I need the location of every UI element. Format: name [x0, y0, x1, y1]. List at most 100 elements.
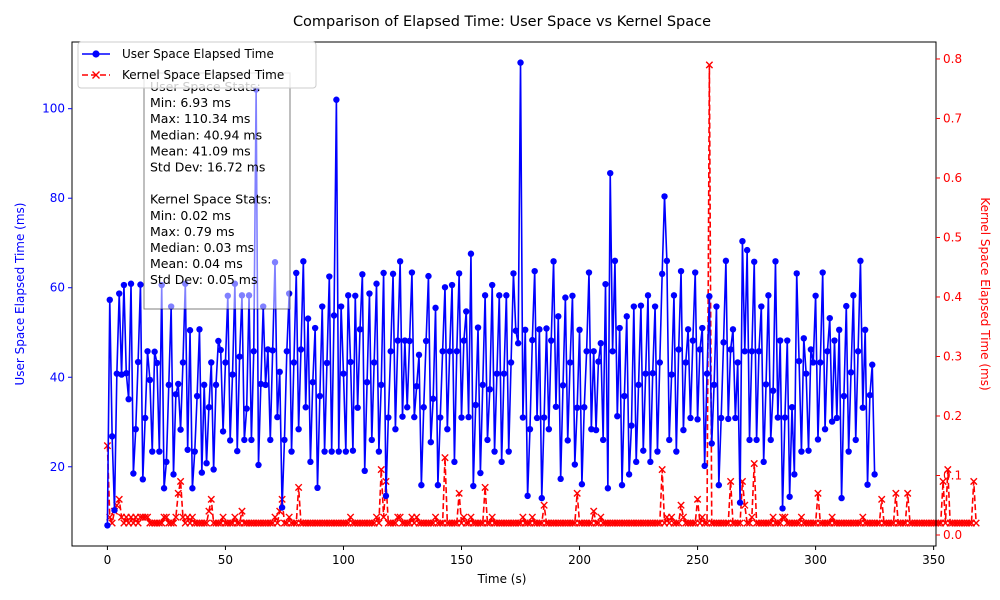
legend-user-label: User Space Elapsed Time [122, 47, 274, 61]
user-point [460, 337, 468, 344]
user-point [205, 404, 213, 411]
x-tick-label: 250 [686, 553, 709, 567]
user-point [267, 436, 274, 444]
user-point [404, 404, 411, 411]
user-point [429, 395, 437, 402]
user-point [108, 433, 116, 440]
user-point [656, 359, 664, 366]
user-point [854, 348, 862, 355]
user-point [373, 280, 380, 287]
user-point [687, 414, 694, 422]
kernel-point [769, 513, 777, 521]
user-point [734, 359, 741, 366]
kernel-point [226, 519, 234, 527]
user-point [401, 337, 409, 344]
user-point [274, 413, 281, 421]
user-point [793, 270, 800, 277]
user-point [307, 458, 314, 466]
kernel-point [460, 513, 468, 521]
user-point [347, 358, 354, 366]
user-point [382, 492, 390, 500]
user-point [699, 324, 706, 332]
user-point [597, 340, 604, 347]
user-point [163, 458, 170, 466]
user-point [217, 346, 224, 354]
user-point [526, 425, 534, 433]
user-point [522, 326, 529, 334]
stats-box-frame [143, 72, 291, 310]
user-point [519, 414, 527, 421]
kernel-point [207, 495, 215, 503]
kernel-point [176, 477, 185, 486]
user-point [732, 414, 739, 422]
user-point [576, 326, 583, 334]
user-point [514, 340, 522, 347]
user-point [191, 448, 198, 455]
user-point [805, 447, 812, 454]
user-point [550, 258, 557, 265]
user-point [680, 426, 687, 434]
stats-line: Std Dev: 0.05 ms [150, 272, 257, 287]
user-point [505, 448, 512, 455]
kernel-point [379, 513, 388, 521]
user-point [739, 237, 746, 245]
user-point [283, 348, 291, 355]
user-point [170, 471, 177, 478]
kernel-point [667, 513, 676, 521]
user-point [200, 381, 208, 389]
user-point [219, 428, 227, 435]
user-point [111, 506, 118, 514]
user-point [826, 314, 833, 322]
user-point [104, 522, 111, 529]
user-point [762, 381, 770, 388]
user-point [198, 469, 206, 476]
kernel-point [823, 519, 832, 527]
user-point [864, 481, 871, 488]
user-point [425, 272, 432, 280]
user-point [748, 348, 756, 355]
user-point [847, 369, 855, 376]
kernel-point [205, 507, 213, 515]
kernel-point [903, 489, 912, 498]
user-point [250, 348, 257, 355]
user-point [326, 273, 333, 280]
user-point [507, 359, 515, 366]
kernel-point [859, 513, 867, 521]
user-point [408, 269, 416, 276]
user-point [323, 359, 331, 367]
user-point [243, 405, 250, 412]
user-point [496, 292, 503, 299]
legend-kernel-label: Kernel Space Elapsed Time [122, 68, 284, 82]
user-point [843, 302, 850, 310]
kernel-point [188, 513, 197, 521]
user-point [555, 313, 562, 320]
user-point [800, 335, 808, 342]
user-point [406, 337, 413, 345]
user-point [817, 359, 824, 366]
user-point [746, 436, 753, 444]
user-point [602, 280, 609, 288]
kernel-point [585, 519, 593, 527]
user-point [212, 381, 220, 389]
user-point [791, 471, 798, 478]
kernel-point [965, 519, 973, 527]
user-point [581, 404, 588, 411]
user-point [781, 414, 789, 421]
user-point [149, 448, 156, 455]
x-tick-label: 0 [104, 553, 112, 567]
user-point [106, 296, 113, 304]
kernel-point [134, 519, 142, 527]
user-point [673, 448, 680, 455]
user-point [628, 422, 635, 429]
user-point [359, 271, 366, 278]
user-point [755, 348, 763, 355]
kernel-point [174, 489, 182, 498]
user-point [139, 476, 147, 483]
user-point [491, 448, 498, 455]
user-point [411, 413, 418, 421]
user-point [696, 346, 704, 353]
user-point [378, 381, 385, 389]
kernel-point [403, 519, 411, 527]
y-right-tick-label: 0.6 [943, 171, 962, 185]
user-point [380, 269, 387, 277]
